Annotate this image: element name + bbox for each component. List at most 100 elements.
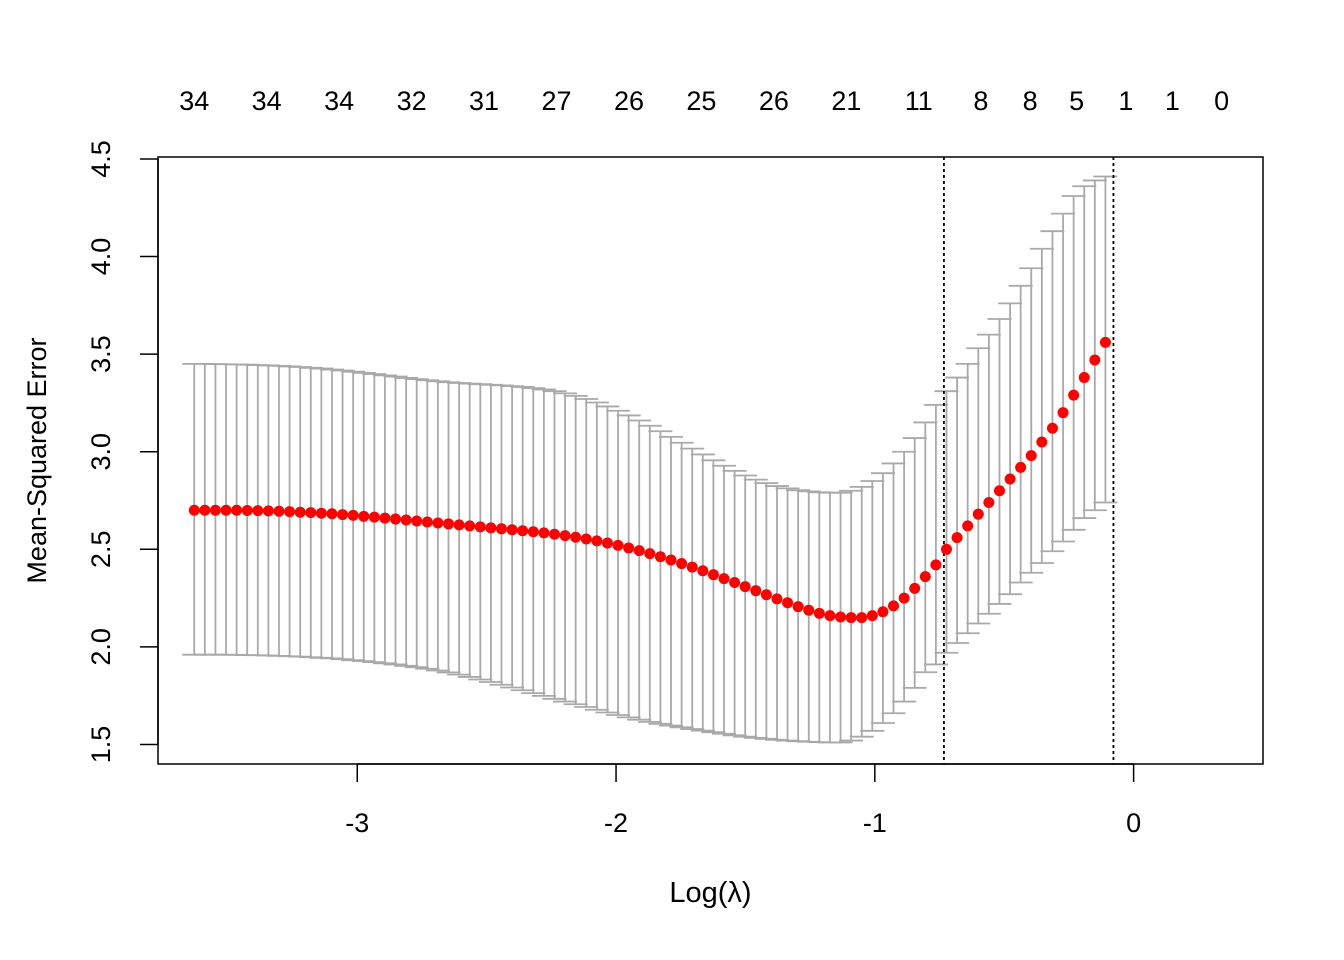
mse-point [697,565,709,577]
mse-point [940,543,952,555]
mse-point [591,535,603,547]
mse-point [432,517,444,529]
mse-point [241,504,253,516]
mse-point [601,537,613,549]
y-axis-label: Mean-Squared Error [22,337,52,583]
mse-point [474,521,486,533]
mse-point [390,513,402,525]
mse-point [337,509,349,521]
mse-point [305,507,317,519]
mse-point [485,522,497,534]
mse-point [1078,372,1090,384]
mse-point [1015,461,1027,473]
y-tick-label: 3.0 [86,433,116,471]
x-tick-label: -2 [604,808,628,838]
mse-point [209,504,221,516]
top-count-label: 32 [397,86,427,116]
error-bars [182,175,1118,744]
top-count-label: 26 [614,86,644,116]
mse-point [559,530,571,542]
mse-point [919,571,931,583]
mse-point [686,561,698,573]
mse-point [930,559,942,571]
mse-point [506,524,518,536]
mse-point [443,518,455,530]
mse-point [623,542,635,554]
mse-point [782,597,794,609]
top-count-label: 34 [179,86,209,116]
mse-point [262,505,274,517]
mse-point [824,610,836,622]
mse-point [771,593,783,605]
mse-point [633,545,645,557]
mse-point [739,581,751,593]
top-count-label: 5 [1069,86,1084,116]
mse-point [368,511,380,523]
mse-point [845,612,857,624]
top-count-label: 34 [252,86,282,116]
mse-point [517,525,529,537]
mse-point [654,551,666,563]
mse-points [188,336,1111,624]
mse-point [972,508,984,520]
mse-point [665,554,677,566]
y-tick-label: 2.0 [86,628,116,666]
mse-point [993,485,1005,497]
y-tick-label: 3.5 [86,335,116,373]
mse-point [199,504,211,516]
top-count-label: 25 [686,86,716,116]
mse-point [400,514,412,526]
mse-point [495,523,507,535]
mse-point [1046,422,1058,434]
top-count-label: 34 [324,86,354,116]
mse-point [252,505,264,517]
mse-point [453,519,465,531]
mse-point [231,504,243,516]
mse-point [866,610,878,622]
top-axis-nonzero-counts: 34 34 34 32 31 27 26 25 26 21 11 8 8 5 1 1 0 [179,86,1229,116]
mse-point [888,600,900,612]
mse-point [951,532,963,544]
y-tick-label: 4.5 [86,140,116,178]
mse-point [411,515,423,527]
x-axis: -3 -2 -1 0 [345,763,1141,838]
top-count-label: 1 [1118,86,1133,116]
mse-point [803,604,815,616]
mse-point [421,516,433,528]
x-tick-label: 0 [1126,808,1141,838]
mse-point [188,504,200,516]
mse-point [750,585,762,597]
mse-point [877,606,889,618]
y-tick-label: 4.0 [86,238,116,276]
top-count-label: 27 [542,86,572,116]
mse-point [1025,450,1037,462]
mse-point [856,612,868,624]
top-count-label: 8 [973,86,988,116]
mse-point [707,569,719,581]
mse-point [284,506,296,518]
mse-point [718,573,730,585]
mse-point [273,505,285,517]
top-count-label: 26 [759,86,789,116]
mse-point [1057,407,1069,419]
lambda-reference-lines [943,157,1115,764]
top-count-label: 8 [1023,86,1038,116]
mse-point [760,589,772,601]
mse-point [464,520,476,532]
mse-point [1004,473,1016,485]
mse-point [220,504,232,516]
mse-point [729,576,741,588]
mse-point [358,510,370,522]
top-count-label: 11 [905,86,933,116]
y-axis: 1.5 2.0 2.5 3.0 3.5 4.0 4.5 [86,140,159,763]
mse-point [527,526,539,538]
mse-point [315,507,327,519]
mse-point [983,496,995,508]
mse-point [1099,336,1111,348]
mse-point [813,607,825,619]
mse-point [909,582,921,594]
mse-point [792,601,804,613]
mse-point [1068,389,1080,401]
mse-point [676,558,688,570]
mse-point [580,533,592,545]
